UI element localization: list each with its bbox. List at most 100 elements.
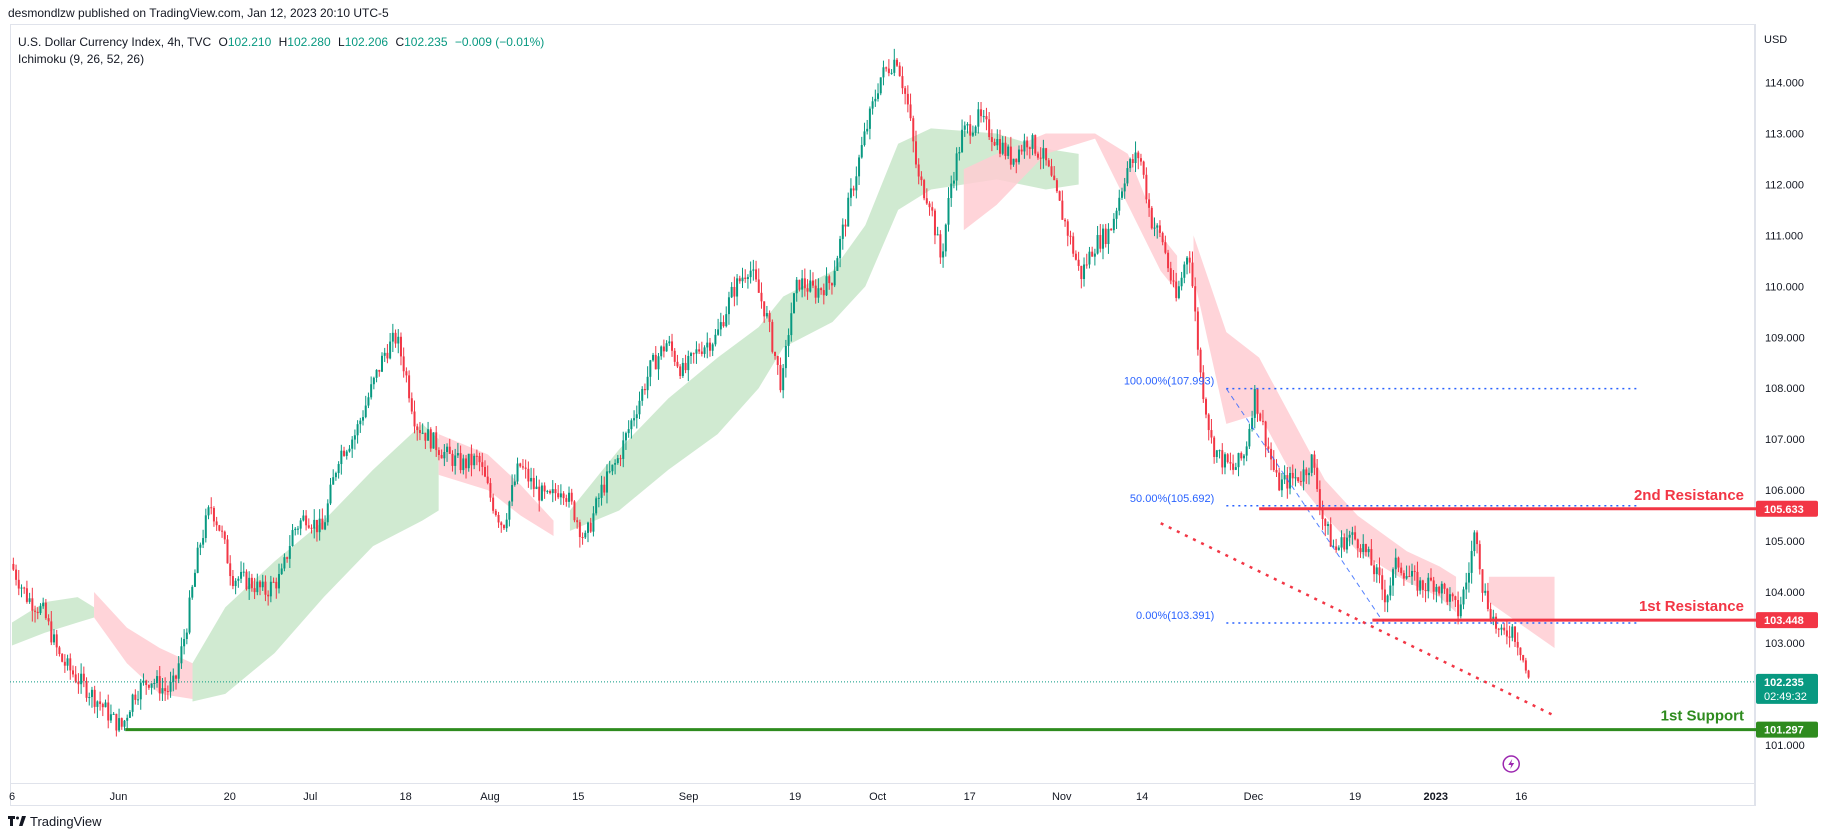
candle-down bbox=[212, 507, 215, 522]
candle-up bbox=[351, 439, 354, 449]
candle-up bbox=[1302, 469, 1305, 482]
candle-down bbox=[231, 576, 234, 587]
cloud-bearish bbox=[438, 434, 554, 536]
candle-up bbox=[860, 145, 863, 158]
candle-up bbox=[1234, 467, 1237, 470]
candle-down bbox=[1446, 588, 1449, 602]
candle-up bbox=[1123, 183, 1126, 192]
candle-up bbox=[467, 453, 470, 469]
candle-down bbox=[931, 207, 934, 211]
cloud-bearish bbox=[963, 133, 1178, 292]
candle-up bbox=[248, 577, 251, 590]
candle-down bbox=[413, 411, 416, 427]
candle-up bbox=[717, 329, 720, 335]
candle-down bbox=[1324, 519, 1327, 526]
candle-up bbox=[191, 586, 194, 598]
candle-down bbox=[768, 313, 771, 322]
candle-up bbox=[882, 67, 885, 78]
candle-down bbox=[909, 104, 912, 119]
open-value: 102.210 bbox=[227, 35, 272, 49]
footer-brand[interactable]: TradingView bbox=[8, 814, 102, 829]
close-value: 102.235 bbox=[404, 35, 448, 49]
candle-down bbox=[733, 286, 736, 297]
candle-down bbox=[698, 349, 701, 352]
candle-up bbox=[456, 453, 459, 456]
candle-down bbox=[134, 694, 137, 700]
candle-up bbox=[592, 513, 595, 532]
candle-up bbox=[1093, 253, 1096, 257]
symbol-legend[interactable]: U.S. Dollar Currency Index, 4h, TVC O102… bbox=[18, 34, 544, 68]
annotation-lines: 100.00%(107.993) 50.00%(105.692) 0.00%(103… bbox=[10, 376, 1756, 732]
candle-up bbox=[782, 368, 785, 391]
candle-down bbox=[1397, 557, 1400, 568]
candle-down bbox=[250, 577, 253, 589]
candle-down bbox=[259, 581, 262, 588]
candle-up bbox=[234, 580, 237, 587]
candle-down bbox=[158, 676, 161, 694]
candle-up bbox=[893, 59, 896, 73]
time-tick-label: Oct bbox=[869, 791, 886, 803]
candle-down bbox=[671, 341, 674, 351]
candle-up bbox=[367, 397, 370, 406]
candle-down bbox=[1486, 590, 1489, 609]
candle-down bbox=[755, 269, 758, 280]
candle-up bbox=[546, 490, 549, 492]
price-tick-label: 112.000 bbox=[1765, 179, 1804, 191]
candle-down bbox=[803, 278, 806, 289]
candle-down bbox=[58, 647, 61, 655]
candle-down bbox=[424, 432, 427, 441]
candle-up bbox=[1351, 532, 1354, 535]
candle-down bbox=[679, 366, 682, 376]
candle-up bbox=[681, 362, 684, 376]
candle-down bbox=[1175, 281, 1178, 299]
candle-down bbox=[1297, 477, 1300, 482]
candle-up bbox=[359, 420, 362, 425]
candle-up bbox=[652, 354, 655, 361]
candle-up bbox=[1153, 227, 1156, 229]
candle-down bbox=[1161, 232, 1164, 243]
candle-up bbox=[1405, 576, 1408, 579]
change-value: −0.009 (−0.01%) bbox=[454, 35, 545, 49]
candle-up bbox=[137, 699, 140, 701]
candle-up bbox=[635, 414, 638, 419]
price-tick-label: 105.000 bbox=[1765, 536, 1805, 548]
candle-up bbox=[611, 464, 614, 472]
candle-down bbox=[589, 522, 592, 532]
candle-down bbox=[1443, 583, 1446, 589]
low-label: L bbox=[338, 35, 345, 49]
candle-down bbox=[1335, 546, 1338, 550]
candle-down bbox=[904, 88, 907, 94]
candle-up bbox=[841, 224, 844, 239]
high-value: 102.280 bbox=[287, 35, 331, 49]
candle-down bbox=[1050, 166, 1053, 176]
candle-up bbox=[1484, 590, 1487, 593]
chart-frame[interactable] bbox=[10, 24, 1756, 806]
candle-down bbox=[1207, 414, 1210, 431]
candle-up bbox=[868, 108, 871, 129]
symbol-name[interactable]: U.S. Dollar Currency Index, 4h, TVC bbox=[18, 35, 212, 49]
candle-up bbox=[1473, 532, 1476, 552]
candle-down bbox=[814, 285, 817, 298]
candle-down bbox=[492, 497, 495, 511]
resistance-1-badge bbox=[1756, 612, 1818, 629]
candle-down bbox=[77, 681, 80, 685]
candle-up bbox=[649, 360, 652, 377]
candle-up bbox=[1245, 446, 1248, 456]
candle-down bbox=[1026, 140, 1029, 148]
candle-up bbox=[1031, 135, 1034, 149]
candle-down bbox=[1072, 236, 1075, 254]
candle-up bbox=[952, 180, 955, 184]
candle-up bbox=[1251, 417, 1254, 429]
candle-up bbox=[1237, 453, 1240, 468]
candle-down bbox=[272, 581, 275, 583]
indicator-label[interactable]: Ichimoku (9, 26, 52, 26) bbox=[18, 52, 145, 66]
candle-up bbox=[1096, 235, 1099, 254]
candle-down bbox=[502, 525, 505, 529]
support-1-badge bbox=[1756, 721, 1818, 738]
candle-down bbox=[643, 389, 646, 391]
candle-up bbox=[1280, 479, 1283, 491]
candle-down bbox=[901, 76, 904, 89]
candle-down bbox=[779, 364, 782, 391]
trend-line-dotted bbox=[1160, 522, 1556, 717]
